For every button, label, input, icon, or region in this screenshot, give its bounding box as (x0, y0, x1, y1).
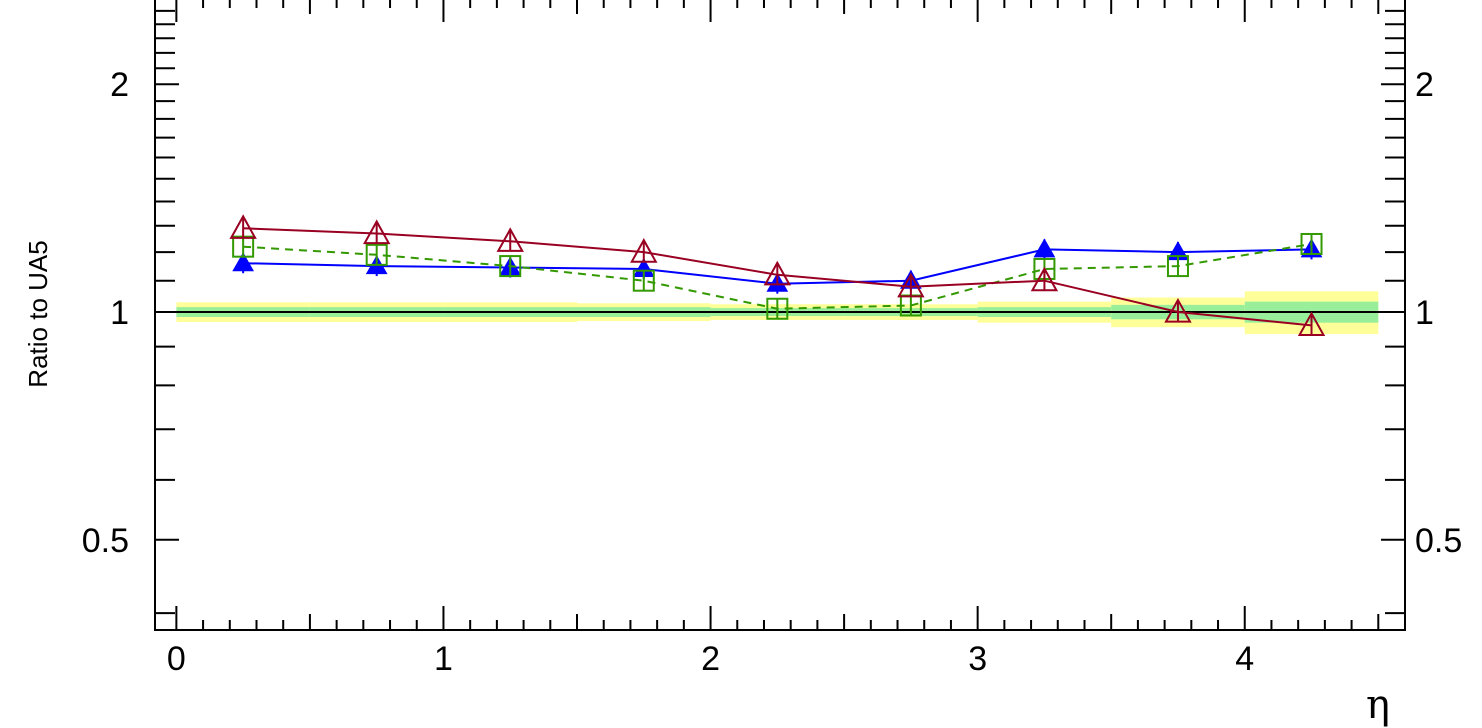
data-point (766, 297, 789, 320)
x-tick-label: 0 (167, 640, 186, 678)
axis-tick-labels: 0 1 2 3 4 0.5 0.5 1 1 2 2 (82, 66, 1463, 678)
data-series (229, 214, 1326, 337)
data-point (365, 243, 388, 266)
data-point (1033, 238, 1056, 260)
y-tick-label: 2 (110, 66, 129, 104)
y-axis-title: Ratio to UA5 (23, 240, 53, 387)
data-point (496, 227, 524, 252)
data-point (362, 219, 391, 245)
data-point (1300, 232, 1323, 255)
data-point (499, 255, 522, 278)
x-tick-label: 3 (968, 640, 987, 678)
data-point (763, 260, 792, 286)
y-tick-label: 1 (110, 294, 129, 332)
y-tick-label-right: 2 (1415, 66, 1434, 104)
x-axis-title: η (1366, 682, 1390, 728)
series-2 (229, 214, 1326, 337)
y-tick-label-right: 0.5 (1415, 522, 1462, 560)
y-tick-label: 0.5 (82, 522, 129, 560)
data-point (897, 272, 925, 298)
data-point (1297, 311, 1326, 337)
data-point (632, 269, 655, 292)
data-point (1166, 255, 1189, 278)
y-tick-label-right: 1 (1415, 294, 1434, 332)
x-tick-label: 1 (434, 640, 453, 678)
data-point (1030, 266, 1059, 292)
axis-ticks (155, 0, 1405, 630)
data-point (1164, 297, 1192, 323)
x-tick-label: 4 (1235, 640, 1254, 678)
x-tick-label: 2 (701, 640, 720, 678)
data-point (229, 214, 257, 239)
plot-frame (154, 0, 1406, 631)
series-1 (232, 232, 1323, 320)
data-point (630, 238, 658, 263)
